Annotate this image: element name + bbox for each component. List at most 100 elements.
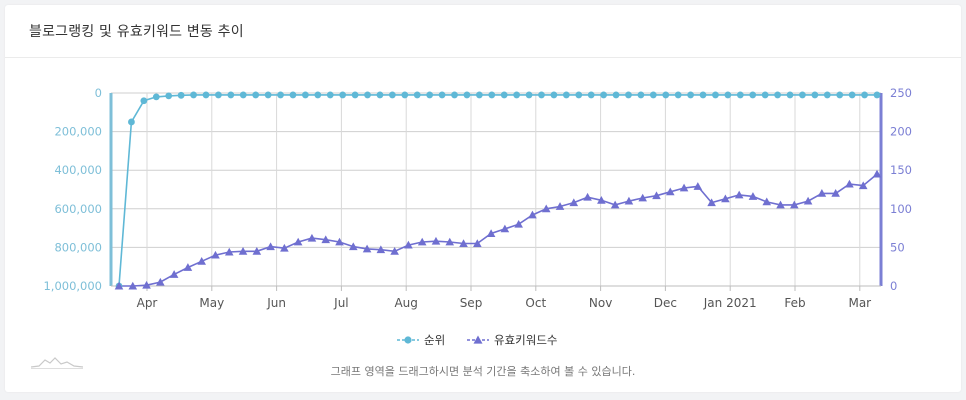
rank-point — [488, 91, 496, 99]
rank-point — [314, 91, 322, 99]
legend-circle-marker — [404, 336, 412, 344]
trend-chart[interactable]: 0 200,000 400,000 600,000 800,000 1,000,000 2… — [5, 5, 961, 392]
rank-point — [364, 91, 371, 99]
rank-point — [388, 91, 396, 99]
keyword-point — [707, 198, 716, 207]
series-line-1 — [118, 94, 877, 287]
card-title: 블로그랭킹 및 유효키워드 변동 추이 — [29, 24, 244, 40]
rank-point — [761, 91, 769, 99]
rank-point — [538, 91, 545, 99]
rank-point — [699, 91, 707, 99]
chart-grid — [111, 92, 881, 287]
keyword-point — [321, 235, 331, 244]
keyword-point — [417, 237, 427, 246]
rank-point — [451, 91, 458, 99]
rank-point — [215, 91, 222, 99]
keyword-point — [610, 200, 620, 209]
right-tick-label: 250 — [890, 86, 912, 100]
rank-point — [152, 93, 160, 101]
keyword-point — [748, 192, 758, 200]
left-tick-label: 200,000 — [54, 125, 102, 139]
keyword-point — [473, 239, 482, 247]
keyword-point — [541, 204, 551, 213]
rank-point — [202, 91, 210, 99]
right-tick-label: 200 — [890, 125, 912, 139]
keyword-point — [307, 233, 317, 242]
rank-point — [277, 91, 284, 99]
x-tick-label: Oct — [525, 296, 546, 310]
legend-item-2[interactable]: 유효키워드수 — [467, 333, 557, 347]
rank-point — [289, 91, 297, 99]
rank-point — [575, 91, 583, 99]
keyword-point — [762, 197, 772, 206]
keyword-point — [597, 196, 606, 204]
rank-point — [165, 92, 173, 100]
keyword-point — [280, 243, 289, 252]
rank-point — [861, 91, 868, 99]
legend-triangle-marker — [473, 335, 483, 344]
keyword-point — [721, 194, 730, 203]
rank-point — [239, 91, 247, 99]
range-navigator-icon[interactable] — [31, 354, 83, 370]
series-markers — [114, 91, 882, 290]
rank-point — [525, 91, 533, 99]
rank-point — [724, 91, 732, 99]
keyword-point — [169, 270, 179, 278]
rank-point — [513, 91, 521, 99]
rank-point — [351, 91, 359, 99]
rank-point — [811, 91, 819, 99]
x-tick-label: Apr — [137, 296, 158, 310]
keyword-point — [514, 219, 523, 228]
keyword-point — [583, 192, 592, 201]
rank-point — [637, 91, 645, 99]
left-tick-label: 400,000 — [54, 163, 102, 177]
keyword-point — [803, 196, 813, 205]
rank-point — [140, 97, 148, 105]
keyword-point — [790, 200, 799, 209]
rank-point — [662, 91, 670, 99]
rank-point — [612, 91, 620, 99]
rank-point — [848, 91, 856, 99]
rank-point — [674, 91, 682, 99]
keyword-point — [459, 239, 468, 247]
keyword-point — [665, 187, 675, 196]
legend-item-1[interactable]: 순위 — [397, 333, 445, 347]
chart-legend[interactable]: 순위 유효키워드수 — [397, 333, 557, 347]
rank-point — [786, 91, 794, 99]
keyword-point — [845, 179, 854, 188]
keyword-point — [293, 237, 303, 246]
x-tick-label: Feb — [784, 296, 805, 310]
rank-point — [227, 91, 235, 99]
x-tick-label: Jan 2021 — [703, 296, 757, 310]
rank-point — [562, 91, 570, 99]
keyword-point — [693, 182, 703, 190]
legend-label: 유효키워드수 — [494, 333, 557, 347]
keyword-point — [569, 198, 579, 207]
keyword-point — [445, 237, 455, 246]
rank-point — [475, 91, 483, 99]
keyword-point — [114, 281, 124, 290]
left-axis-ticks: 0 200,000 400,000 600,000 800,000 1,000,000 — [43, 86, 102, 293]
rank-point — [500, 91, 508, 99]
right-tick-label: 100 — [890, 202, 912, 216]
keyword-point — [555, 202, 565, 210]
rank-point — [190, 91, 197, 99]
rank-point — [326, 91, 334, 99]
x-tick-label: May — [199, 296, 224, 310]
keyword-point — [335, 237, 344, 246]
chart-axes — [109, 93, 883, 287]
title-divider — [5, 57, 961, 58]
rank-point — [301, 91, 309, 99]
rank-point — [550, 91, 558, 99]
keyword-point — [128, 281, 138, 290]
keyword-point — [734, 190, 744, 199]
rank-point — [177, 91, 185, 99]
rank-point — [339, 91, 347, 99]
keyword-point — [376, 245, 386, 254]
rank-point — [749, 91, 757, 99]
x-tick-label: Mar — [848, 296, 871, 310]
keyword-point — [638, 193, 648, 202]
keyword-point — [486, 229, 496, 237]
keyword-point — [817, 189, 827, 197]
keyword-point — [252, 246, 262, 255]
